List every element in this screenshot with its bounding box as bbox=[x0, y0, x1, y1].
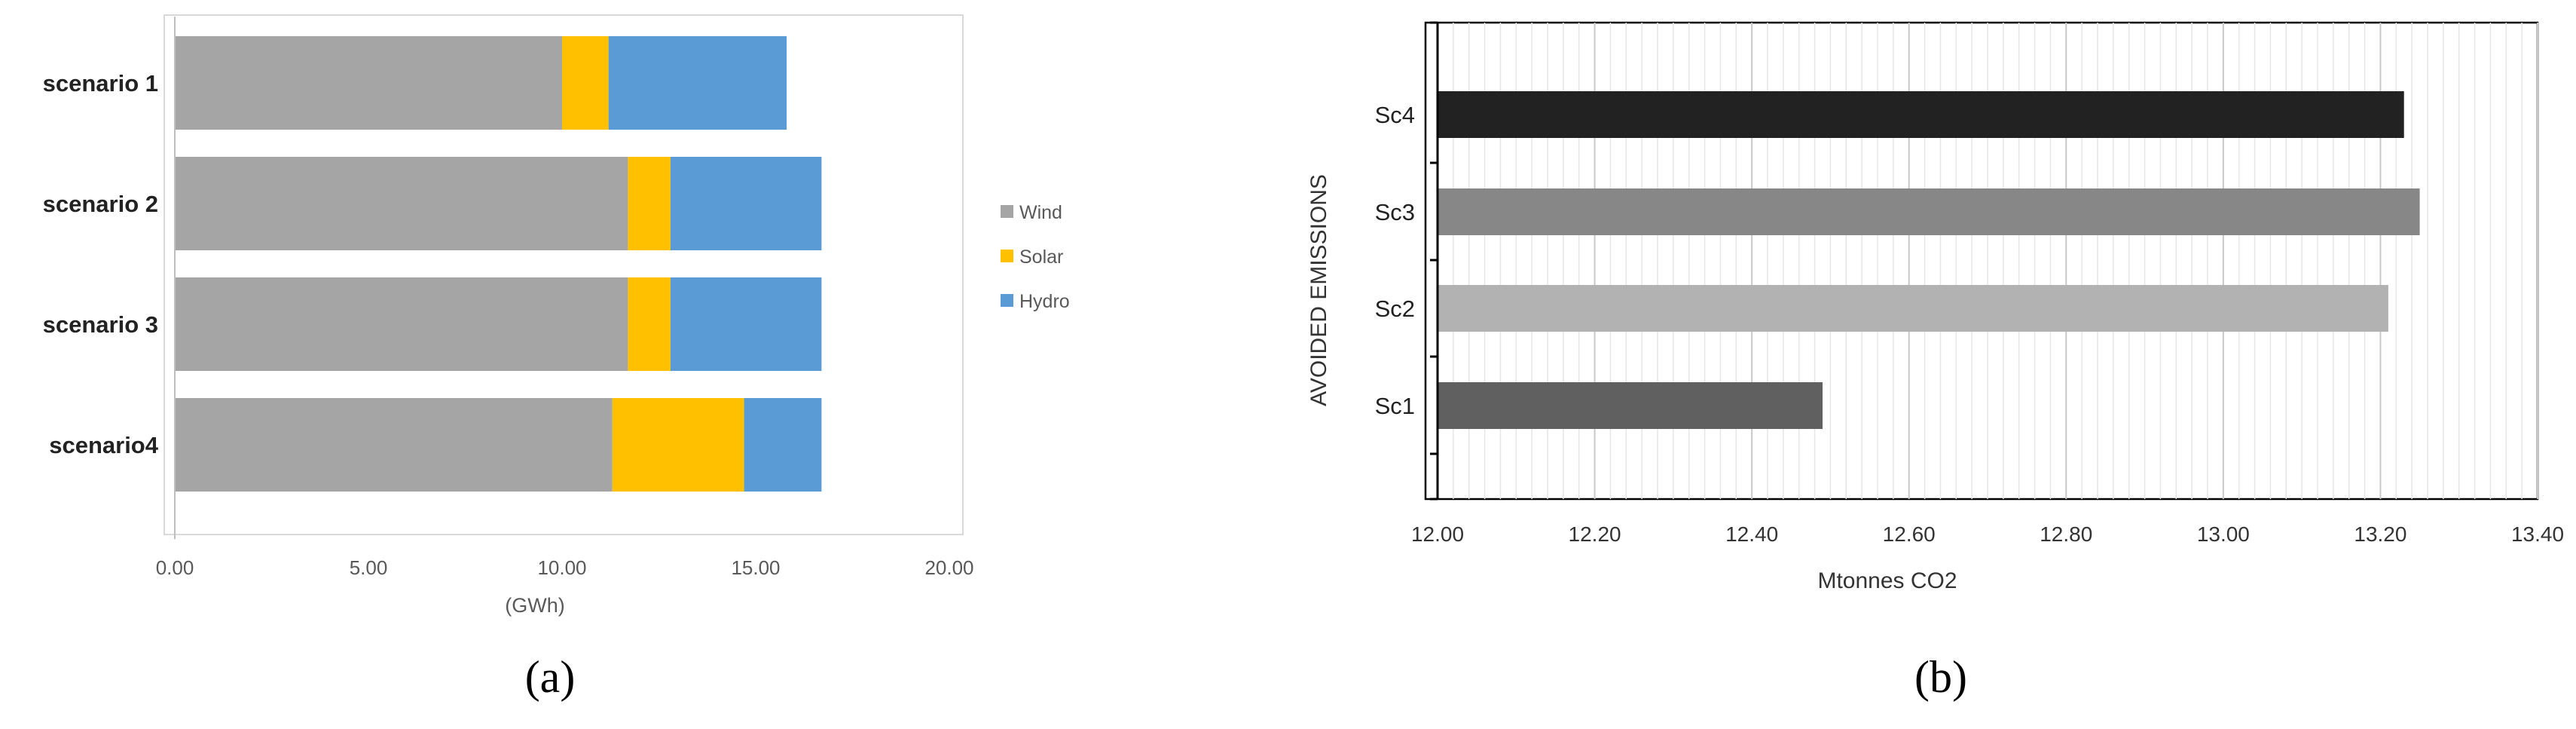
category-label: Sc1 bbox=[1375, 393, 1415, 419]
chart-b-category-labels: Sc4 Sc3 Sc2 Sc1 bbox=[1375, 102, 1415, 419]
x-tick-label: 20.00 bbox=[924, 556, 973, 579]
chart-b-bars bbox=[1438, 91, 2420, 429]
chart-a-tick-labels: 0.00 5.00 10.00 15.00 20.00 bbox=[156, 556, 974, 579]
x-tick-label: 13.40 bbox=[2511, 522, 2564, 546]
category-label: scenario4 bbox=[49, 432, 159, 458]
chart-a-bars bbox=[175, 36, 822, 492]
x-tick-label: 13.00 bbox=[2197, 522, 2250, 546]
bar-sc2 bbox=[1438, 285, 2388, 332]
legend-label-wind: Wind bbox=[1019, 202, 1062, 223]
chart-b-avoided-emissions: Sc4 Sc3 Sc2 Sc1 12.00 12.20 12.40 12.60 12.80 13… bbox=[1306, 21, 2564, 593]
category-label: scenario 1 bbox=[43, 70, 158, 96]
x-tick-label: 12.80 bbox=[2040, 522, 2092, 546]
bar-solar-4 bbox=[612, 398, 744, 492]
x-tick-label: 12.20 bbox=[1569, 522, 1621, 546]
legend-swatch-wind bbox=[1001, 205, 1013, 218]
chart-a-category-labels: scenario 1 scenario 2 scenario 3 scenario4 bbox=[43, 70, 159, 458]
chart-a-legend: Wind Solar Hydro bbox=[1001, 202, 1070, 312]
bar-wind-4 bbox=[175, 398, 613, 492]
x-tick-label: 12.40 bbox=[1725, 522, 1778, 546]
bar-wind-3 bbox=[175, 277, 628, 371]
chart-a-x-axis-title: (GWh) bbox=[505, 594, 564, 617]
bar-solar-3 bbox=[628, 277, 671, 371]
category-label: Sc4 bbox=[1375, 102, 1415, 128]
category-label: scenario 2 bbox=[43, 191, 158, 217]
legend-swatch-solar bbox=[1001, 250, 1013, 262]
bar-sc1 bbox=[1438, 382, 1823, 429]
x-tick-label: 0.00 bbox=[156, 556, 194, 579]
bar-wind-1 bbox=[175, 36, 562, 130]
x-tick-label: 5.00 bbox=[350, 556, 388, 579]
bar-solar-1 bbox=[562, 36, 609, 130]
chart-b-y-axis-title: AVOIDED EMISSIONS bbox=[1306, 174, 1331, 406]
category-label: Sc3 bbox=[1375, 199, 1415, 225]
panel-label-a: (a) bbox=[525, 652, 576, 702]
bar-sc3 bbox=[1438, 188, 2420, 235]
chart-b-y-ticks bbox=[1430, 21, 1438, 501]
x-tick-label: 13.20 bbox=[2354, 522, 2406, 546]
legend-label-solar: Solar bbox=[1019, 247, 1063, 268]
bar-sc4 bbox=[1438, 91, 2404, 138]
bar-hydro-3 bbox=[670, 277, 822, 371]
chart-b-tick-labels: 12.00 12.20 12.40 12.60 12.80 13.00 13.20 13.40 bbox=[1411, 522, 2564, 546]
chart-b-x-axis-title: Mtonnes CO2 bbox=[1817, 568, 1957, 593]
bar-hydro-2 bbox=[670, 157, 822, 250]
x-tick-label: 12.60 bbox=[1883, 522, 1936, 546]
category-label: scenario 3 bbox=[43, 311, 158, 338]
legend-label-hydro: Hydro bbox=[1019, 291, 1070, 312]
x-tick-label: 10.00 bbox=[537, 556, 586, 579]
bar-hydro-4 bbox=[744, 398, 822, 492]
bar-hydro-1 bbox=[608, 36, 787, 130]
bar-solar-2 bbox=[628, 157, 671, 250]
panel-label-b: (b) bbox=[1914, 652, 1967, 702]
bar-wind-2 bbox=[175, 157, 628, 250]
category-label: Sc2 bbox=[1375, 296, 1415, 322]
x-tick-label: 12.00 bbox=[1411, 522, 1464, 546]
legend-swatch-hydro bbox=[1001, 294, 1013, 307]
x-tick-label: 15.00 bbox=[731, 556, 780, 579]
